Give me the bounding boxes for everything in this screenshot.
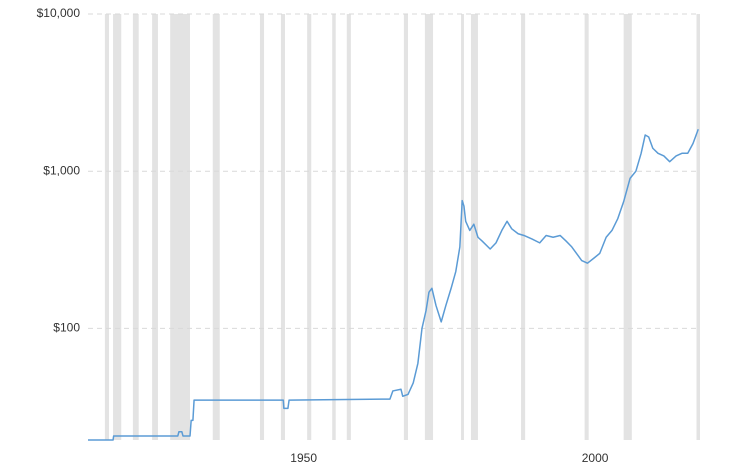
label-layer: $100 $1,000 $10,000 1950 2000 (37, 6, 609, 465)
y-tick-label: $1,000 (43, 163, 80, 177)
recession-band (307, 14, 312, 440)
recession-band (424, 14, 434, 440)
recession-band (584, 14, 589, 440)
plot-layer (88, 128, 699, 441)
recession-band (132, 14, 139, 440)
recession-band (259, 14, 265, 440)
recession-band (152, 14, 158, 440)
recession-band (104, 14, 109, 440)
recession-band (346, 14, 351, 440)
recession-band (170, 14, 190, 440)
price-line (88, 128, 699, 441)
y-tick-label: $10,000 (37, 6, 81, 20)
recession-band (280, 14, 286, 440)
recession-band (212, 14, 220, 440)
y-tick-label: $100 (53, 321, 80, 335)
recession-band (461, 14, 464, 440)
recession-band (623, 14, 632, 440)
recession-band (696, 14, 700, 440)
x-tick-label: 1950 (290, 451, 317, 465)
grid-layer (88, 13, 700, 329)
x-tick-label: 2000 (582, 451, 609, 465)
recession-band (521, 14, 526, 440)
recession-band (113, 14, 122, 440)
recession-band (403, 14, 408, 440)
recession-band (332, 14, 336, 440)
shading-layer (104, 14, 700, 440)
